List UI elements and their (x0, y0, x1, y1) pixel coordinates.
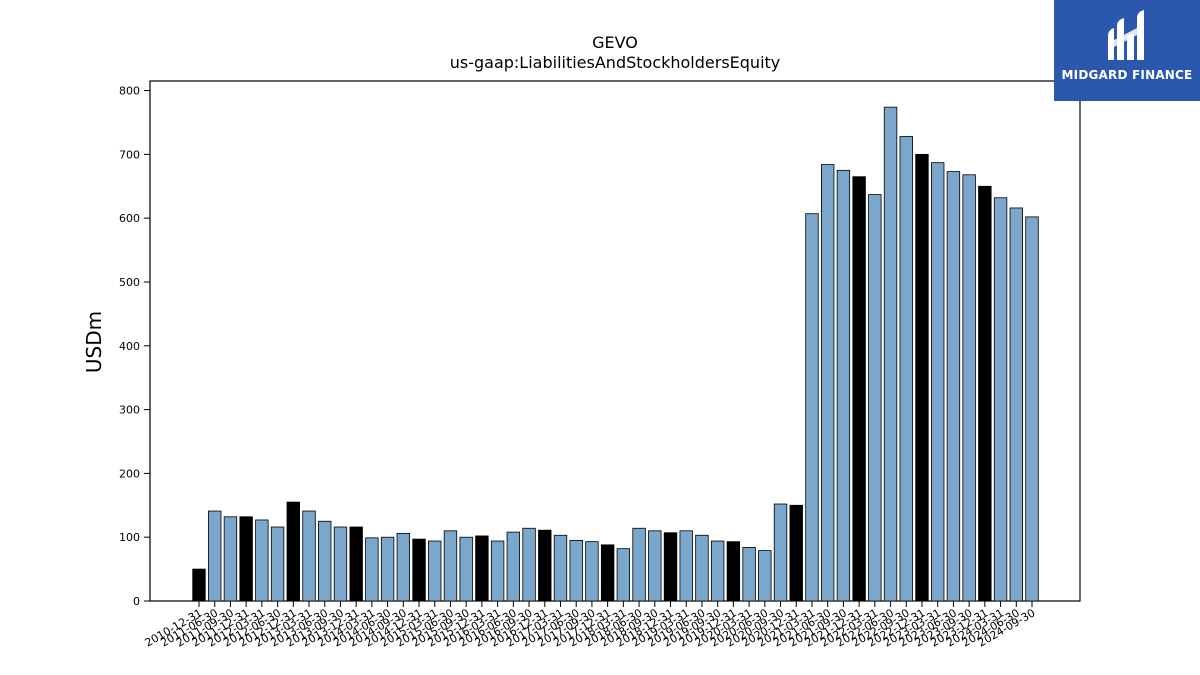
bar (538, 529, 552, 602)
bar (978, 185, 992, 602)
y-tick-label: 200 (119, 467, 140, 480)
bar (805, 213, 819, 602)
bar (1025, 216, 1039, 602)
bar (679, 530, 693, 602)
bar (789, 504, 803, 602)
bar (852, 176, 866, 602)
y-tick-label: 0 (133, 595, 140, 608)
chart-subtitle: us-gaap:LiabilitiesAndStockholdersEquity (450, 53, 781, 72)
bar (883, 106, 898, 602)
bar (758, 550, 772, 602)
bar (553, 534, 568, 602)
bar (616, 548, 631, 602)
bar (962, 174, 976, 602)
midgard-finance-logo: MIDGARD FINANCE (1054, 0, 1200, 101)
bar (412, 538, 426, 602)
bar (773, 503, 788, 602)
bar (192, 568, 206, 602)
bar (506, 531, 521, 602)
bar (396, 532, 410, 602)
bar (915, 153, 929, 602)
bars (192, 106, 1039, 602)
bar (490, 540, 505, 602)
midgard-logo-icon (1108, 10, 1144, 60)
bar (1009, 207, 1023, 602)
bar (569, 539, 583, 602)
bar (443, 530, 458, 602)
bar (868, 194, 882, 602)
bar (600, 544, 615, 602)
bar (223, 516, 238, 602)
y-tick-label: 500 (119, 276, 140, 289)
bar (270, 526, 285, 602)
y-tick-label: 700 (119, 148, 140, 161)
y-tick-label: 600 (119, 212, 140, 225)
bar (239, 516, 253, 602)
y-tick-label: 400 (119, 340, 140, 353)
bar (585, 541, 599, 602)
bar (946, 171, 961, 602)
bar (208, 510, 222, 602)
bar (742, 547, 756, 602)
bar (899, 136, 913, 602)
bar (993, 197, 1008, 602)
chart-title: GEVO (592, 33, 638, 52)
y-axis: 0 100 200 300 400 500 600 700 800 (119, 85, 150, 608)
bar (632, 527, 646, 602)
bar (333, 526, 348, 602)
bar (459, 536, 473, 602)
bar (663, 532, 678, 602)
bar (522, 527, 536, 602)
y-tick-label: 800 (119, 85, 140, 98)
bar (820, 164, 835, 602)
plot-area (149, 80, 1081, 602)
bar (710, 540, 725, 602)
bar (380, 536, 395, 602)
y-axis-label: USDm (82, 311, 106, 373)
bar (286, 501, 300, 602)
bar (726, 541, 741, 602)
bar (931, 162, 945, 602)
bar (695, 534, 709, 602)
bar (349, 526, 363, 602)
x-axis: 2010-12-312011-06-302011-09-302011-12-31… (143, 601, 1038, 650)
bar (365, 537, 379, 602)
bar (836, 169, 851, 602)
bar (302, 510, 316, 602)
logo-text: MIDGARD FINANCE (1061, 68, 1193, 82)
bar (475, 535, 489, 602)
bar (318, 520, 332, 602)
bar (255, 519, 269, 602)
y-tick-label: 100 (119, 531, 140, 544)
bar (428, 540, 442, 602)
bar (648, 530, 662, 602)
y-tick-label: 300 (119, 404, 140, 417)
